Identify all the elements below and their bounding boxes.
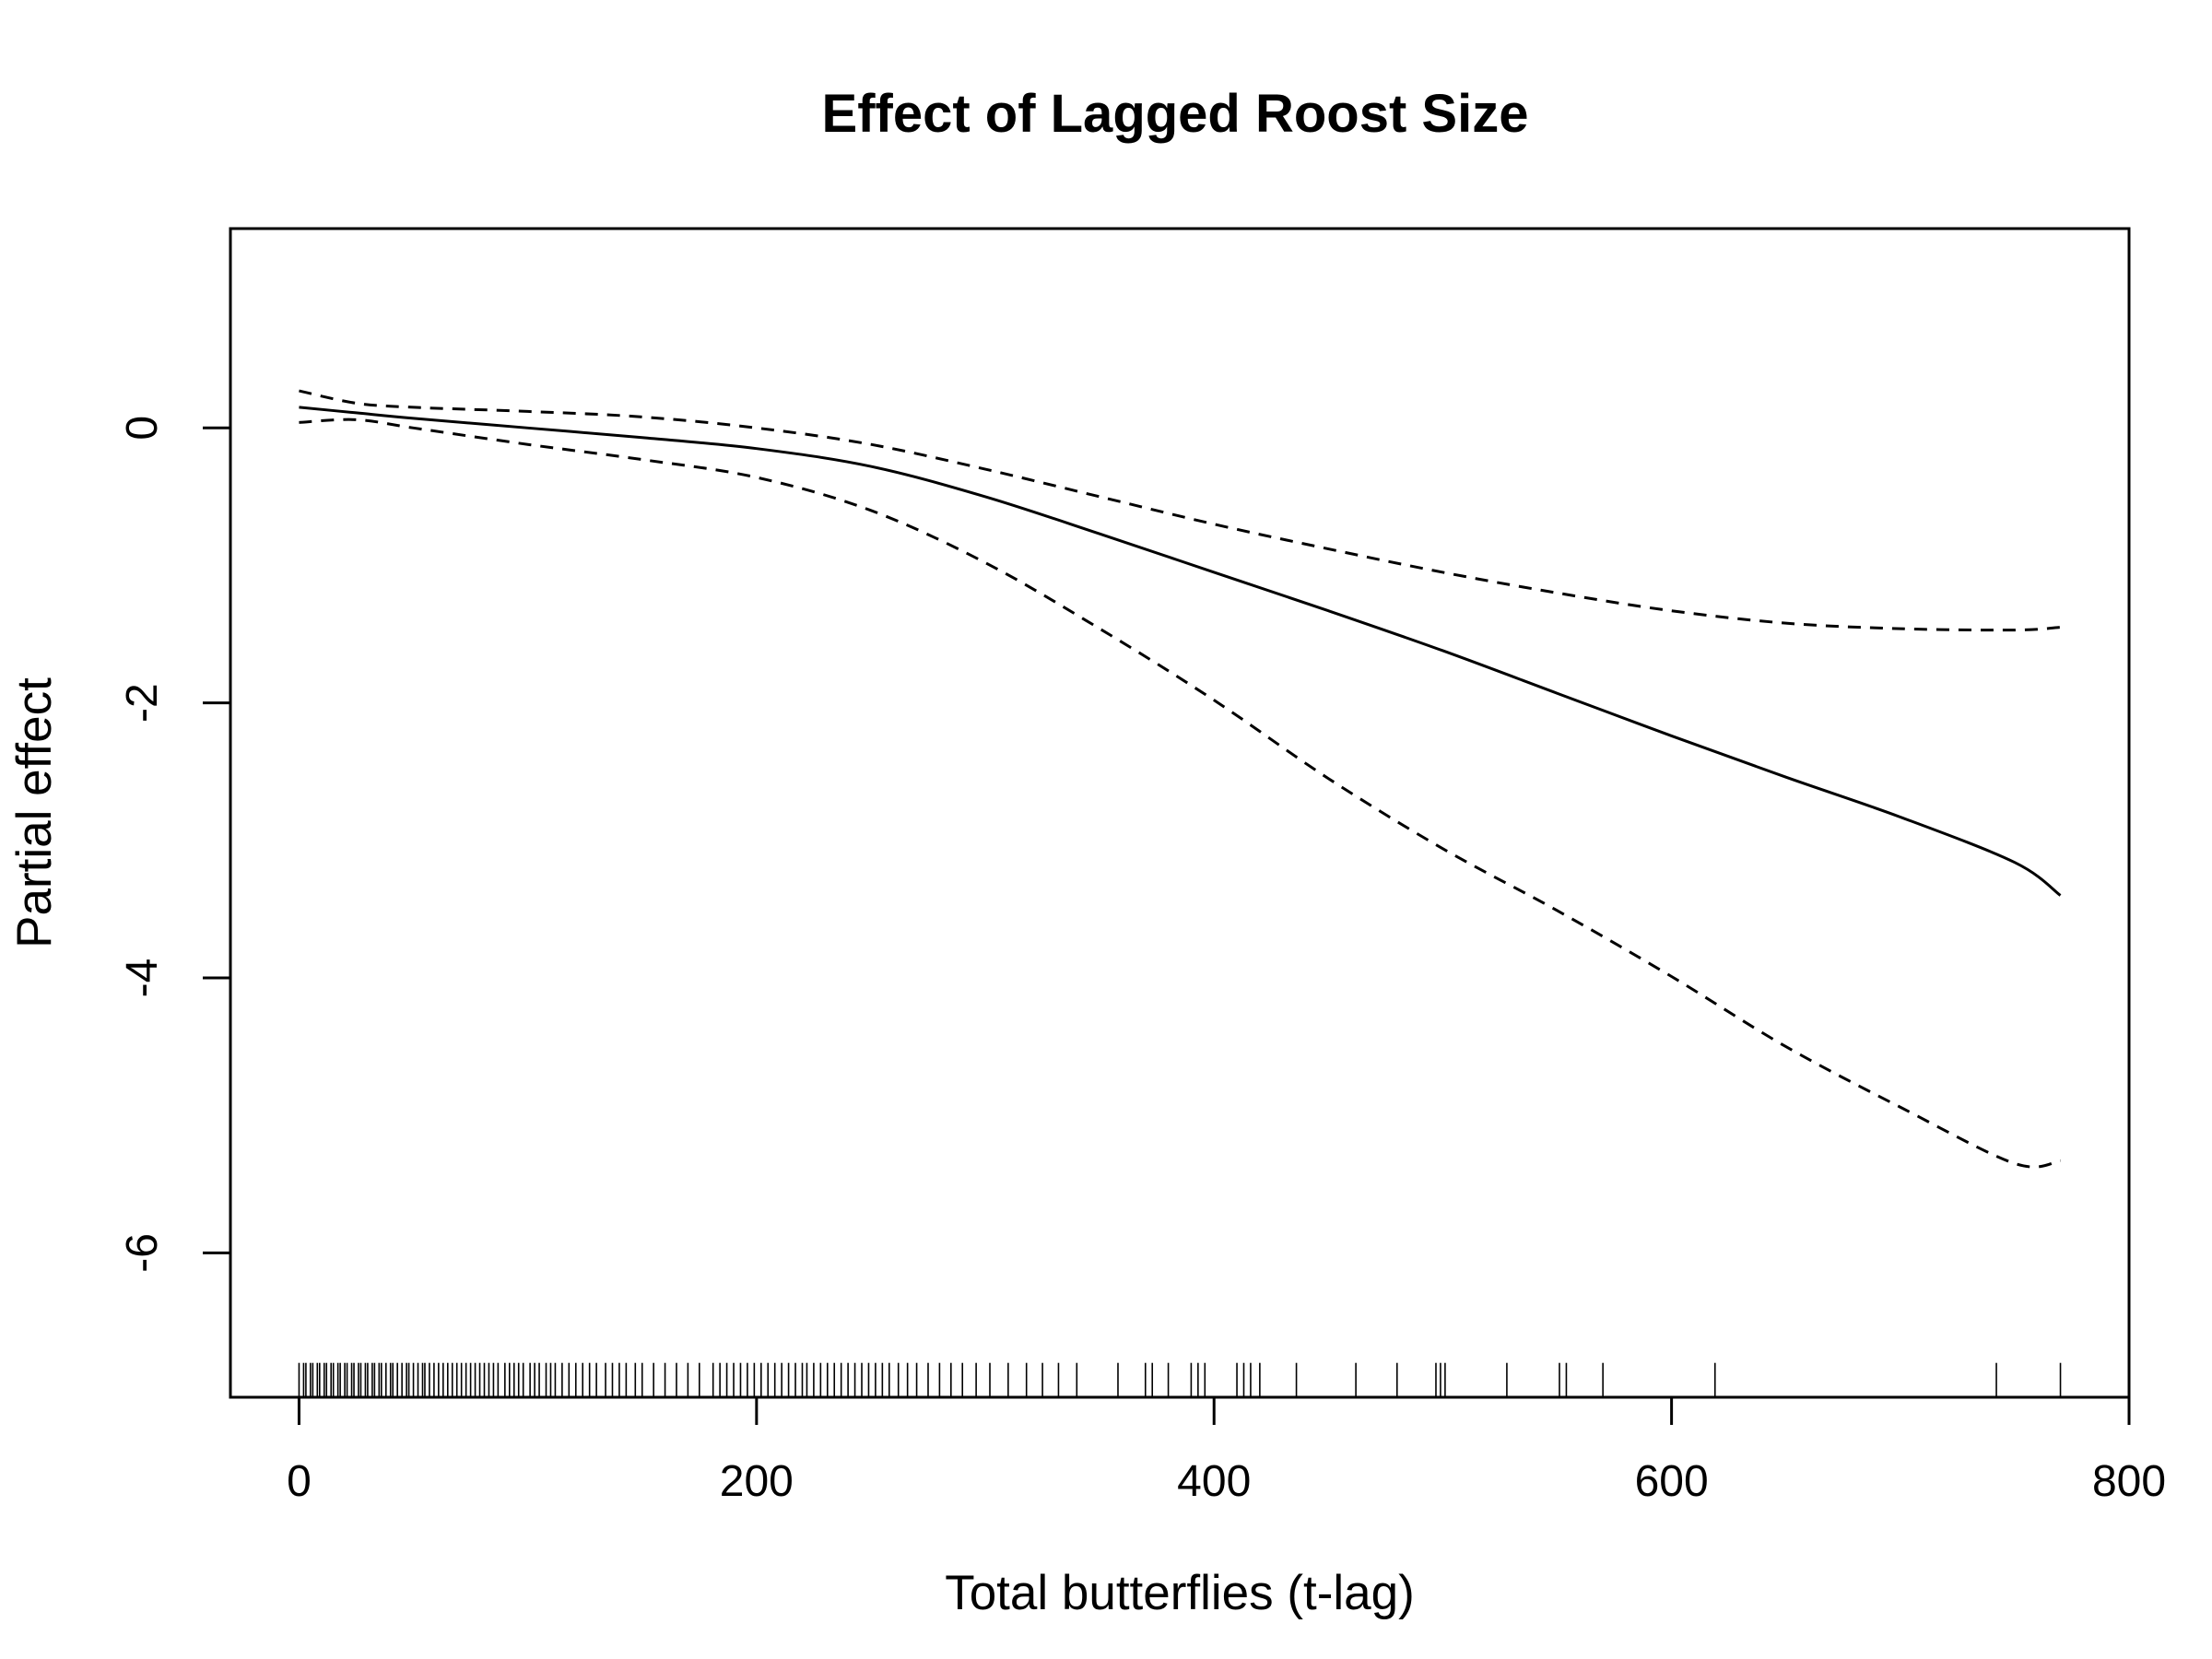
y-tick-label: 0 bbox=[118, 416, 167, 441]
x-axis: 0 200 400 600 800 bbox=[287, 1395, 2166, 1506]
x-axis-title: Total butterflies (t-lag) bbox=[945, 1566, 1415, 1620]
y-tick-label: -2 bbox=[118, 683, 167, 723]
series-line-fit bbox=[299, 406, 2062, 897]
x-tick-label: 0 bbox=[287, 1457, 312, 1506]
series-line-lower bbox=[299, 418, 2061, 1169]
y-axis: 0 -2 -4 -6 bbox=[118, 416, 232, 1273]
chart-title: Effect of Lagged Roost Size bbox=[822, 84, 1529, 144]
y-tick-label: -6 bbox=[118, 1233, 167, 1273]
x-tick-label: 400 bbox=[1177, 1457, 1251, 1506]
rug-layer bbox=[298, 1362, 2062, 1397]
y-axis-title: Partial effect bbox=[7, 677, 62, 948]
series-layer bbox=[299, 389, 2062, 1169]
y-tick-label: -4 bbox=[118, 959, 167, 998]
series-line-upper bbox=[299, 389, 2061, 632]
x-tick-label: 200 bbox=[720, 1457, 794, 1506]
x-tick-label: 800 bbox=[2092, 1457, 2166, 1506]
x-tick-label: 600 bbox=[1635, 1457, 1709, 1506]
